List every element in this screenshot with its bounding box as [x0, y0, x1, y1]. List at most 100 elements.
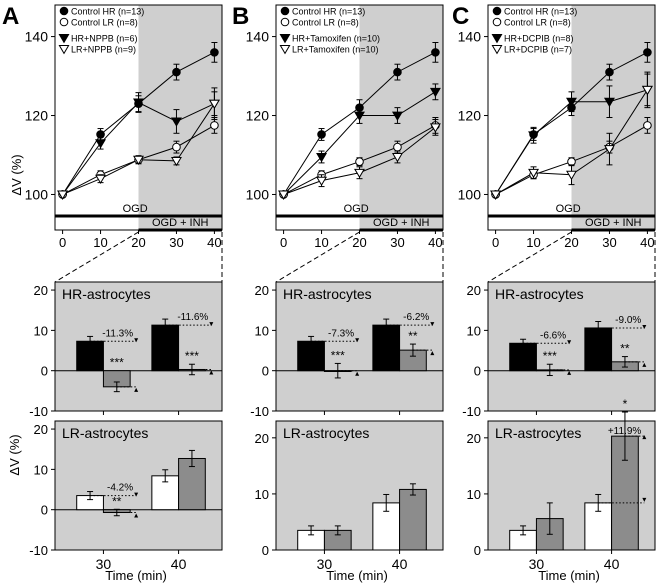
y-tick-label: 0	[474, 543, 481, 558]
legend-marker	[492, 6, 502, 16]
y-tick-label: 100	[246, 186, 270, 202]
x-tick-label: 30	[390, 235, 404, 250]
data-point	[431, 48, 440, 57]
y-tick-label: 20	[34, 283, 48, 298]
zoom-connector	[487, 231, 572, 283]
legend-marker	[58, 45, 70, 55]
annotation-arrow	[642, 435, 647, 440]
y-tick-label: 20	[255, 431, 269, 446]
annotation-arrow	[355, 371, 360, 376]
legend-marker	[491, 34, 503, 44]
x-tick-label: 40	[207, 235, 221, 250]
data-point	[57, 190, 69, 200]
y-tick-label: 20	[467, 283, 481, 298]
ogd-inh-label: OGD + INH	[585, 217, 642, 229]
data-point	[133, 98, 144, 108]
legend-marker	[492, 17, 502, 27]
legend-label: HR+Tamoxifen (n=10)	[292, 34, 380, 44]
x-axis-label-b: Time (min)	[326, 568, 388, 583]
legend-label: Control LR (n=8)	[71, 18, 138, 28]
line-chart-c: OGD OGD + INH 100 120 140 0 10 20 30 40 Control HR…	[458, 4, 656, 250]
y-tick-label: 10	[34, 462, 48, 477]
x-tick-label: 40	[392, 556, 408, 572]
annotation-arrow	[134, 387, 139, 392]
annotation-arrow	[134, 338, 139, 343]
data-point	[210, 48, 219, 57]
legend-label: Control HR (n=13)	[71, 7, 144, 17]
panel-letter-a: A	[2, 3, 19, 30]
x-tick-label: 40	[604, 556, 620, 572]
panel-letter-b: B	[232, 3, 249, 30]
data-point	[391, 111, 403, 121]
legend-label: Control LR (n=8)	[292, 18, 359, 28]
data-point	[316, 153, 328, 163]
x-axis-label-a: Time (min)	[105, 568, 167, 583]
bar-chart-a: LR-astrocytes -10 0 10 20 30 ** 40 -4.2%	[29, 420, 223, 572]
legend-marker	[59, 6, 69, 16]
bar-chart-b: LR-astrocytes 0 10 20 30 40	[255, 420, 444, 572]
data-point	[566, 97, 577, 108]
ogd-label: OGD	[556, 203, 581, 215]
annotation-arrow	[430, 322, 435, 327]
annotation-arrow	[209, 322, 214, 327]
data-point	[133, 155, 144, 166]
y-tick-label: 140	[25, 29, 49, 45]
data-point	[490, 190, 502, 200]
y-tick-label: 20	[467, 431, 481, 446]
y-tick-label: 120	[25, 108, 49, 124]
y-tick-label: 120	[458, 108, 482, 124]
y-tick-label: -10	[29, 404, 48, 419]
y-tick-label: 10	[255, 487, 269, 502]
y-tick-label: 10	[467, 487, 481, 502]
zoom-connector	[275, 231, 360, 283]
data-point	[278, 190, 290, 200]
x-axis-label-c: Time (min)	[538, 568, 600, 583]
line-chart-b: OGD OGD + INH 100 120 140 0 10 20 30 40 Control HR…	[246, 4, 444, 250]
data-point	[354, 111, 365, 121]
x-tick-label: 20	[564, 235, 578, 250]
significance-stars: **	[408, 329, 418, 343]
significance-stars: ***	[185, 349, 199, 363]
legend-marker	[279, 45, 291, 55]
y-tick-label: -10	[29, 543, 48, 558]
x-tick-label: 0	[280, 235, 287, 250]
y-tick-label: 0	[41, 364, 48, 379]
y-tick-label: -10	[462, 404, 481, 419]
data-point	[317, 130, 326, 139]
data-point	[643, 48, 652, 57]
x-tick-label: 20	[131, 235, 145, 250]
bar	[399, 488, 427, 551]
data-point	[528, 168, 540, 179]
percent-change-label: -7.3%	[328, 328, 354, 339]
percent-change-label: -6.2%	[403, 312, 429, 323]
data-point	[605, 67, 614, 77]
data-point	[170, 156, 182, 167]
y-tick-label: 140	[458, 29, 482, 45]
ogd-label: OGD	[123, 203, 148, 215]
x-tick-label: 0	[492, 235, 499, 250]
y-tick-label: 100	[25, 186, 49, 202]
panel-letter-c: C	[452, 3, 469, 30]
annotation-arrow	[642, 362, 647, 367]
chart-title: HR-astrocytes	[62, 286, 151, 302]
y-tick-label: 10	[255, 323, 269, 338]
legend-marker	[280, 17, 290, 27]
y-tick-label: 0	[41, 503, 48, 518]
data-point	[208, 99, 220, 110]
data-point	[170, 117, 182, 127]
y-tick-label: 0	[262, 364, 269, 379]
legend-marker	[59, 17, 69, 27]
legend-marker	[491, 45, 503, 55]
data-point	[393, 67, 402, 77]
legend-label: LR+NPPB (n=9)	[71, 45, 136, 55]
legend-marker	[280, 6, 290, 16]
percent-change-label: -11.3%	[102, 328, 133, 339]
annotation-arrow	[209, 370, 214, 375]
percent-change-label: -4.2%	[107, 483, 133, 494]
ogd-label: OGD	[344, 203, 369, 215]
x-tick-label: 20	[352, 235, 366, 250]
data-point	[95, 174, 107, 185]
bar	[509, 342, 537, 372]
significance-stars: ***	[110, 356, 124, 370]
data-point	[354, 168, 365, 179]
